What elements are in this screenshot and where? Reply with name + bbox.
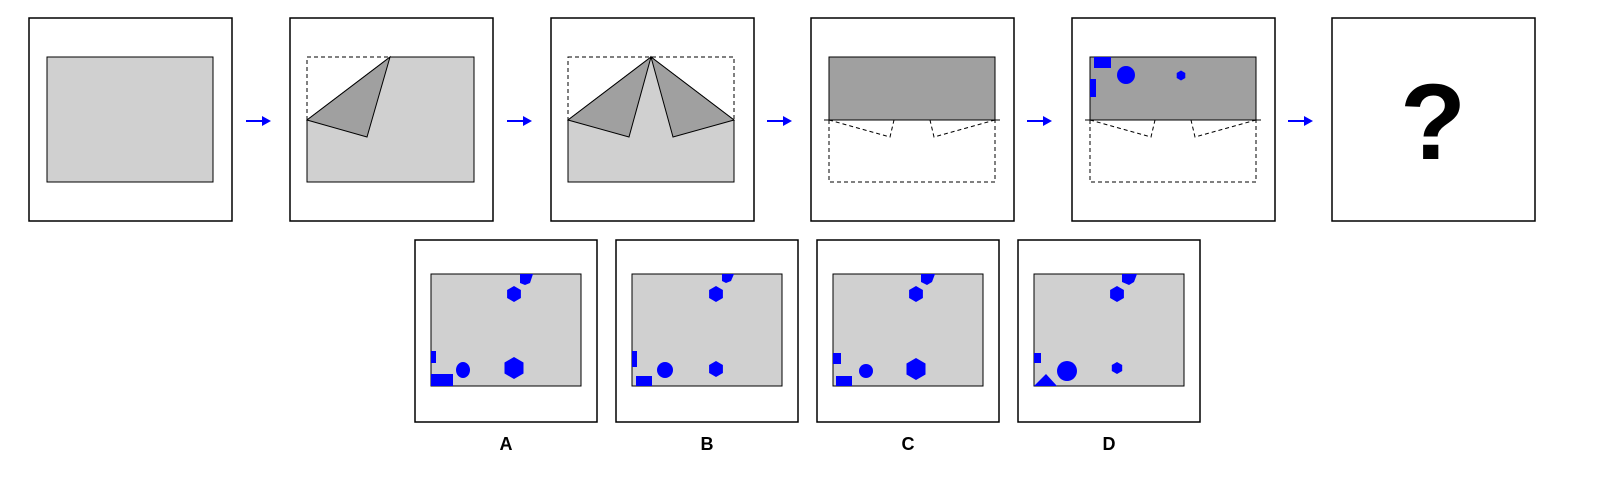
hexagon-hole-icon	[921, 274, 935, 285]
square-hole-icon	[836, 376, 852, 386]
triangle-hole-icon	[1034, 374, 1057, 386]
square-hole-icon	[431, 351, 436, 363]
hexagon-hole-icon	[909, 286, 923, 302]
paper-sheet	[46, 56, 214, 183]
question-panel: ?	[1331, 17, 1536, 222]
folded-corners-outline	[1190, 119, 1257, 138]
hexagon-hole-icon	[906, 358, 926, 380]
square-hole-icon	[636, 376, 652, 386]
circle-hole-icon	[1057, 361, 1077, 381]
hexagon-hole-icon	[1111, 362, 1123, 374]
hexagon-hole-icon	[709, 286, 723, 302]
folded-corners-outline	[828, 119, 895, 138]
step-1-panel	[28, 17, 233, 222]
square-hole-icon	[431, 374, 453, 386]
arrow-right-icon	[507, 116, 532, 126]
option-c[interactable]: C	[816, 239, 1000, 454]
option-d[interactable]: D	[1017, 239, 1201, 454]
panel-frame	[1331, 17, 1536, 222]
square-hole-icon	[1090, 79, 1096, 97]
circle-hole-icon	[657, 362, 673, 378]
arrow-right-icon	[767, 116, 792, 126]
original-outline	[828, 120, 996, 183]
folded-paper	[1089, 56, 1257, 121]
square-hole-icon	[1034, 353, 1041, 363]
option-a[interactable]: A	[414, 239, 598, 454]
hexagon-hole-icon	[504, 357, 524, 379]
hexagon-hole-icon	[709, 361, 723, 377]
square-hole-icon	[632, 351, 637, 367]
unfolded-paper	[631, 273, 783, 387]
step-3-panel	[550, 17, 755, 222]
arrow-right-icon	[1027, 116, 1052, 126]
option-b[interactable]: B	[615, 239, 799, 454]
folded-corners-outline	[929, 119, 996, 138]
question-mark: ?	[1400, 61, 1466, 182]
folded-flap-right	[650, 55, 736, 138]
hexagon-hole-icon	[1176, 70, 1186, 81]
hexagon-hole-icon	[1122, 274, 1137, 285]
step-4-panel	[810, 17, 1015, 222]
square-hole-icon	[1094, 57, 1111, 68]
circle-hole-icon	[456, 362, 470, 378]
option-label: B	[701, 434, 714, 454]
step-5-panel	[1071, 17, 1276, 222]
circle-hole-icon	[1117, 66, 1135, 84]
original-outline	[1089, 120, 1257, 183]
hexagon-hole-icon	[722, 274, 734, 283]
folded-corners-outline	[1089, 119, 1156, 138]
square-hole-icon	[833, 353, 841, 364]
folded-paper	[828, 56, 996, 121]
step-2-panel	[289, 17, 494, 222]
option-label: D	[1103, 434, 1116, 454]
circle-hole-icon	[859, 364, 873, 378]
folded-flap	[305, 55, 391, 138]
original-outline	[306, 56, 390, 120]
hexagon-hole-icon	[520, 274, 533, 285]
unfolded-paper	[1033, 273, 1185, 387]
option-label: A	[500, 434, 513, 454]
arrow-right-icon	[1288, 116, 1313, 126]
arrow-right-icon	[246, 116, 271, 126]
hexagon-hole-icon	[507, 286, 521, 302]
option-label: C	[902, 434, 915, 454]
folded-flap-left	[566, 55, 652, 138]
hexagon-hole-icon	[1110, 286, 1124, 302]
